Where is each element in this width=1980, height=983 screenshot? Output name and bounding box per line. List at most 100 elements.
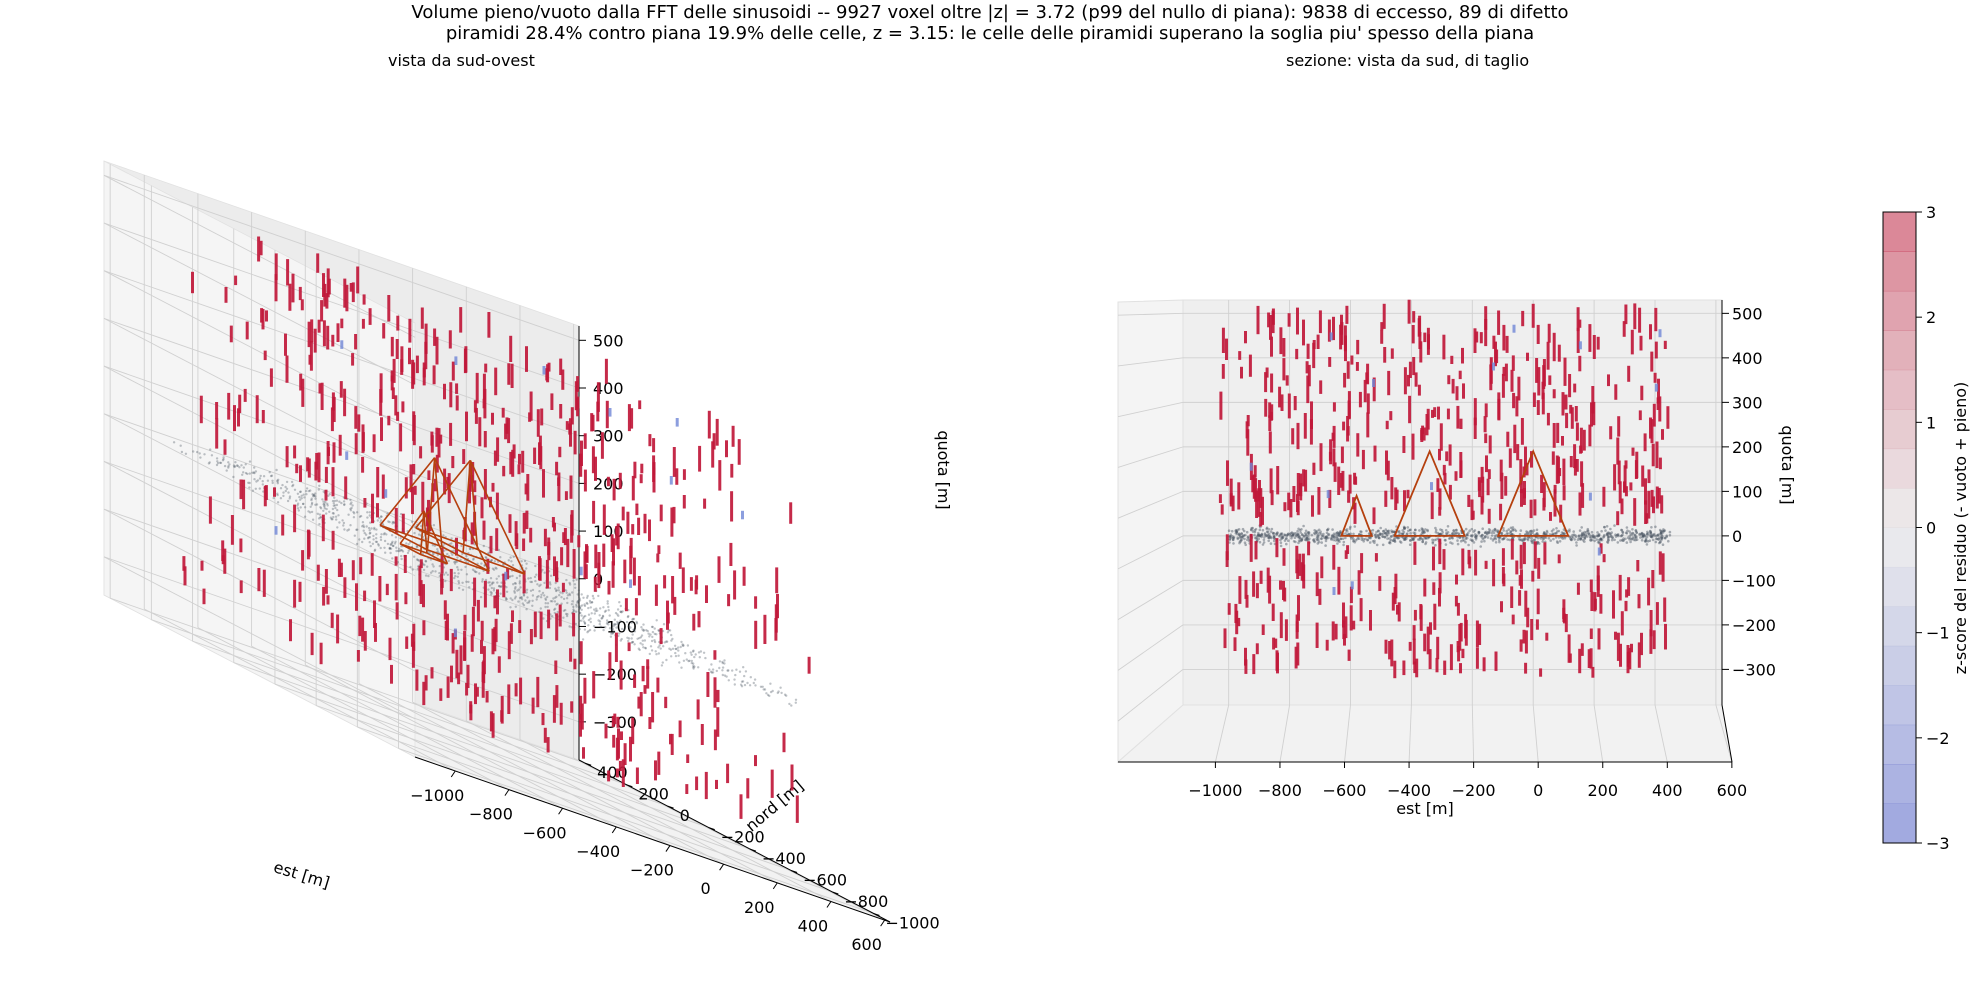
plane-point: [633, 630, 637, 633]
plane-point: [1324, 536, 1327, 539]
plane-point: [285, 487, 289, 490]
plane-point: [436, 548, 439, 551]
plane-point: [553, 600, 557, 603]
plane-point: [321, 498, 324, 501]
plane-point: [1620, 538, 1624, 542]
plane-point: [1391, 539, 1395, 542]
plane-point: [1419, 536, 1422, 540]
plane-point: [1606, 534, 1610, 537]
plane-point: [677, 649, 680, 652]
pyramid-edge: [379, 457, 436, 526]
plane-point: [1439, 532, 1442, 536]
plane-point: [388, 547, 391, 550]
plane-point: [1231, 538, 1235, 542]
plane-point: [1337, 539, 1340, 543]
plane-point: [1292, 540, 1296, 543]
plane-point: [302, 502, 305, 506]
plane-point: [1599, 537, 1603, 540]
plane-point: [302, 502, 305, 506]
plane-point: [582, 615, 586, 618]
plane-point: [537, 595, 540, 598]
plane-point: [727, 679, 730, 682]
plane-point: [251, 471, 254, 474]
plane-point: [302, 493, 305, 496]
plane-point: [305, 489, 308, 493]
plane-point: [1245, 530, 1249, 534]
plane-point: [1388, 537, 1391, 540]
plane-point: [1315, 532, 1319, 535]
plane-point: [1317, 536, 1320, 540]
plane-point: [1491, 539, 1495, 542]
plane-point: [1659, 532, 1662, 536]
plane-point: [1411, 537, 1415, 540]
plane-point: [1493, 527, 1497, 531]
plane-point: [1352, 539, 1356, 542]
plane-point: [1513, 528, 1516, 531]
plane-point: [309, 489, 312, 492]
plane-point: [389, 551, 392, 555]
colorbar-label: z-score del residuo (- vuoto + pieno): [1951, 382, 1970, 675]
y-tick: [708, 827, 715, 831]
plane-point: [551, 600, 554, 603]
plane-point: [1292, 533, 1295, 537]
plane-point: [1485, 530, 1488, 534]
plane-point: [1508, 532, 1512, 535]
grid-line: [573, 757, 885, 921]
z-axis-label: quota [m]: [1778, 425, 1797, 504]
plane-point: [513, 591, 516, 594]
plane-point: [331, 507, 335, 511]
plane-point: [578, 627, 581, 631]
plane-point: [523, 559, 527, 563]
plane-point: [643, 639, 647, 642]
plane-point: [1288, 533, 1292, 536]
plane-point: [1518, 537, 1521, 541]
plane-point: [1437, 532, 1441, 536]
plane-point: [241, 473, 244, 476]
plane-point: [1349, 525, 1352, 529]
plane-point: [417, 533, 421, 536]
plane-point: [1570, 538, 1573, 542]
plane-point: [1290, 536, 1293, 540]
plane-point: [528, 599, 531, 603]
plane-point: [1280, 536, 1283, 540]
plane-point: [1616, 533, 1620, 537]
grid-line: [1117, 401, 1184, 418]
plane-point: [1281, 535, 1285, 539]
plane-point: [1267, 536, 1271, 540]
plane-point: [1649, 530, 1652, 533]
plane-point: [549, 583, 552, 586]
plane-point: [468, 586, 471, 589]
plane-point: [1298, 537, 1302, 540]
plane-point: [620, 627, 624, 631]
plane-point: [411, 568, 414, 571]
plane-point: [725, 675, 728, 678]
plane-point: [1659, 530, 1663, 533]
plane-point: [526, 596, 529, 599]
plane-point: [1464, 540, 1467, 544]
plane-point: [1635, 535, 1638, 539]
plane-point: [644, 647, 647, 650]
plane-point: [337, 514, 340, 517]
plane-point: [1378, 532, 1382, 535]
plane-point: [1611, 536, 1614, 539]
plane-point: [1631, 531, 1634, 535]
plane-point: [1336, 531, 1339, 534]
plane-point: [1583, 530, 1586, 534]
plane-point: [1473, 533, 1477, 536]
plane-point: [1320, 537, 1323, 541]
plane-point: [632, 617, 636, 621]
plane-point: [1243, 537, 1246, 541]
plane-point: [1646, 530, 1649, 534]
plane-point: [723, 674, 727, 677]
plane-point: [1633, 534, 1636, 537]
plane-point: [492, 587, 496, 590]
plane-point: [766, 693, 770, 697]
plane-point: [395, 546, 398, 549]
plane-point: [1522, 538, 1526, 542]
plane-point: [1238, 533, 1241, 537]
plane-point: [580, 593, 583, 596]
plane-point: [1545, 531, 1549, 534]
plane-point: [407, 543, 410, 546]
plane-point: [1455, 528, 1458, 532]
plane-point: [395, 549, 398, 553]
